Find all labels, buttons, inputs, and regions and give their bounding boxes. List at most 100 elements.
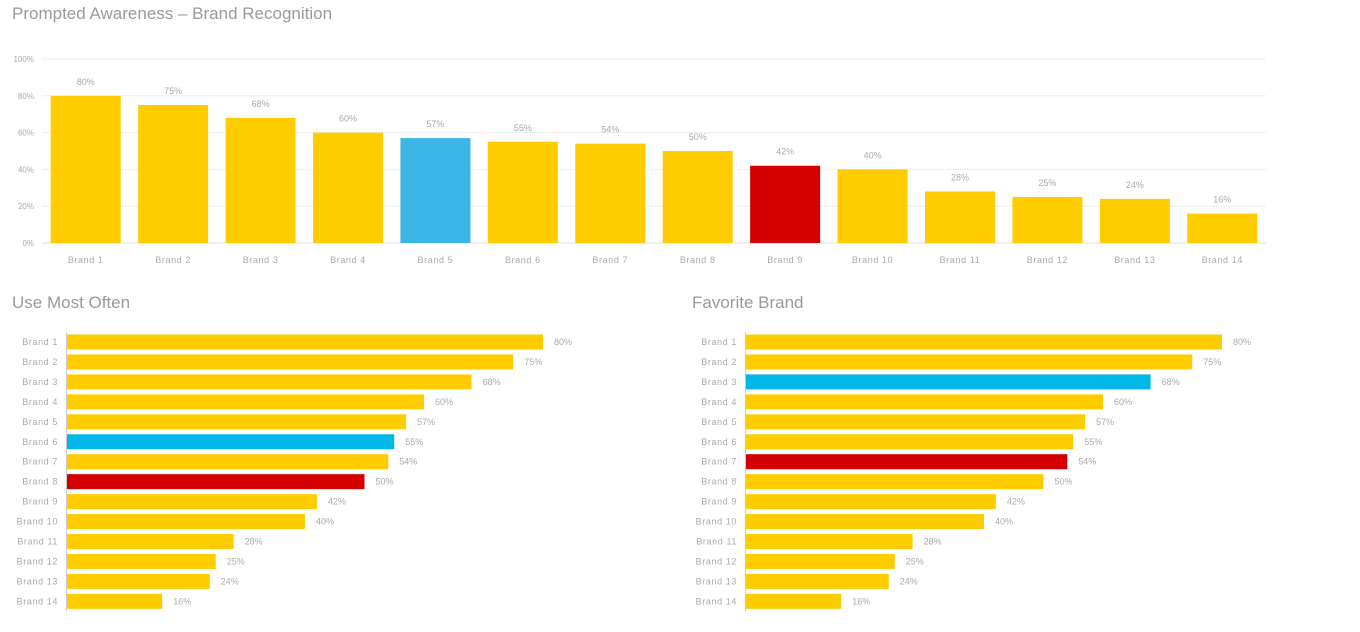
horizontal-bar-chart-favorite-brand: Brand 1 80% Brand 2 75% Brand 3 68% Brand 4 60%… [696, 332, 1251, 612]
bar [746, 593, 842, 609]
data-label: 75% [524, 357, 542, 367]
y-tick-label: Brand 3 [701, 377, 737, 387]
y-tick-label: 0% [22, 239, 34, 248]
bar [67, 354, 514, 370]
bar [67, 553, 216, 569]
bar [746, 394, 1103, 410]
data-label: 42% [776, 147, 794, 157]
bar [662, 151, 733, 243]
bar [1099, 198, 1170, 243]
y-tick-label: Brand 11 [696, 537, 737, 547]
bar [746, 454, 1068, 470]
bar [746, 414, 1086, 430]
data-label: 28% [924, 537, 942, 547]
bar [67, 414, 407, 430]
y-tick-label: 60% [18, 129, 34, 138]
bar [67, 334, 543, 350]
bar [746, 354, 1193, 370]
data-label: 80% [1233, 337, 1251, 347]
x-tick-label: Brand 13 [1114, 255, 1155, 265]
y-tick-label: Brand 12 [17, 556, 58, 566]
y-tick-label: 100% [14, 55, 34, 64]
bar [225, 117, 296, 243]
chart-title-favorite-brand: Favorite Brand [692, 293, 804, 312]
y-tick-label: Brand 10 [17, 517, 58, 527]
y-tick-label: Brand 7 [22, 457, 58, 467]
x-tick-label: Brand 6 [505, 255, 541, 265]
data-label: 24% [900, 576, 918, 586]
vertical-bar-chart: 0% 20% 40% 60% 80% 100% 80% Brand 1 75% Brand 2 68… [14, 55, 1266, 265]
data-label: 28% [245, 537, 263, 547]
y-tick-label: Brand 5 [701, 417, 737, 427]
y-tick-label: 20% [18, 202, 34, 211]
data-label: 25% [227, 556, 245, 566]
data-label: 24% [221, 576, 239, 586]
y-tick-label: Brand 1 [701, 337, 737, 347]
y-tick-label: Brand 7 [701, 457, 737, 467]
y-tick-label: Brand 6 [22, 437, 58, 447]
bar [746, 494, 996, 510]
data-label: 57% [417, 417, 435, 427]
x-tick-label: Brand 7 [592, 255, 628, 265]
bar [746, 334, 1222, 350]
data-label: 55% [405, 437, 423, 447]
y-tick-label: 40% [18, 165, 34, 174]
y-tick-label: Brand 2 [22, 357, 58, 367]
y-tick-label: Brand 9 [22, 497, 58, 507]
y-tick-label: Brand 13 [17, 576, 58, 586]
bar [67, 394, 424, 410]
bar [746, 374, 1151, 390]
bar [1012, 197, 1083, 243]
bar [67, 573, 210, 589]
bar [925, 191, 995, 243]
bar [575, 143, 646, 243]
bar [746, 553, 895, 569]
x-tick-label: Brand 10 [852, 255, 893, 265]
bar [67, 474, 365, 490]
bar [837, 169, 908, 243]
y-tick-label: Brand 1 [22, 337, 58, 347]
data-label: 55% [514, 123, 532, 133]
data-label: 25% [906, 556, 924, 566]
x-tick-label: Brand 3 [243, 255, 279, 265]
data-label: 40% [995, 517, 1013, 527]
data-label: 57% [1096, 417, 1114, 427]
y-tick-label: Brand 4 [22, 397, 58, 407]
data-label: 50% [689, 132, 707, 142]
bar [746, 434, 1074, 450]
bar [50, 95, 121, 243]
bar [746, 534, 913, 549]
bar [487, 141, 558, 243]
x-tick-label: Brand 4 [330, 255, 366, 265]
y-tick-label: Brand 3 [22, 377, 58, 387]
data-label: 60% [1114, 397, 1132, 407]
data-label: 54% [601, 125, 619, 135]
data-label: 75% [164, 86, 182, 96]
y-tick-label: Brand 13 [696, 576, 737, 586]
y-tick-label: Brand 8 [701, 477, 737, 487]
bar [750, 165, 821, 243]
data-label: 80% [77, 77, 95, 87]
data-label: 16% [173, 596, 191, 606]
x-tick-label: Brand 12 [1027, 255, 1068, 265]
chart-title-use-most-often: Use Most Often [12, 293, 131, 312]
chart-title-brand-recognition: Prompted Awareness – Brand Recognition [12, 4, 333, 23]
x-tick-label: Brand 9 [767, 255, 803, 265]
data-label: 16% [1213, 195, 1231, 205]
bar [746, 514, 984, 530]
y-tick-label: Brand 4 [701, 397, 737, 407]
data-label: 57% [426, 119, 444, 129]
y-tick-label: Brand 14 [17, 596, 58, 606]
y-tick-label: Brand 8 [22, 477, 58, 487]
y-tick-label: Brand 10 [696, 517, 737, 527]
data-label: 50% [376, 477, 394, 487]
data-label: 40% [864, 150, 882, 160]
data-label: 40% [316, 517, 334, 527]
x-tick-label: Brand 2 [155, 255, 191, 265]
bar [67, 374, 472, 390]
x-tick-label: Brand 1 [68, 255, 104, 265]
y-tick-label: Brand 14 [696, 596, 737, 606]
y-tick-label: Brand 5 [22, 417, 58, 427]
horizontal-bar-chart-use-most-often: Brand 1 80% Brand 2 75% Brand 3 68% Brand 4 60%… [17, 332, 572, 612]
